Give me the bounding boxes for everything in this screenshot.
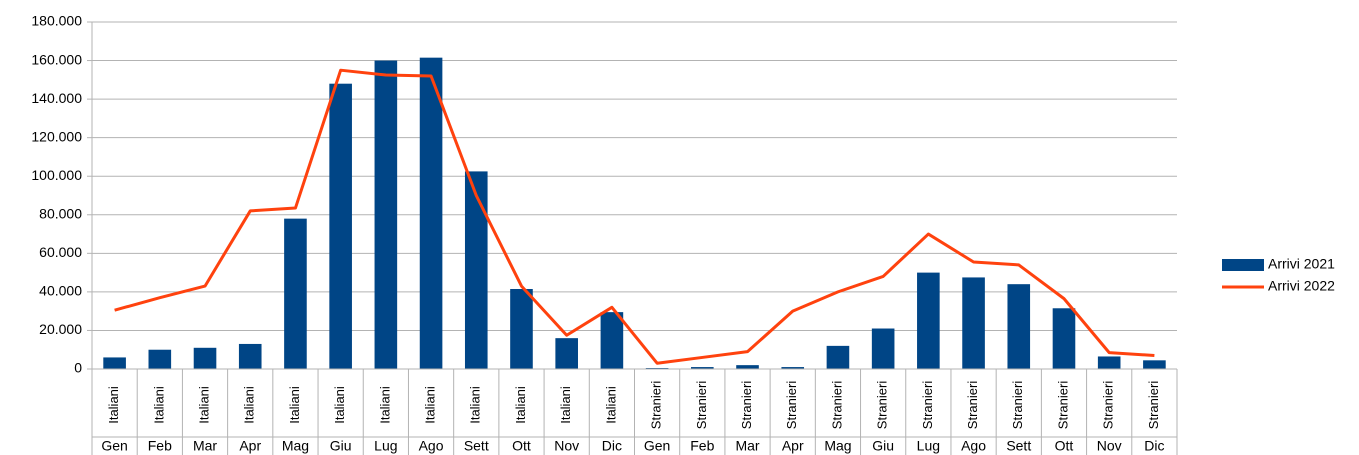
group-label: Italiani [151,386,166,424]
legend-swatch [1222,259,1264,271]
x-tick-label: Dic [1144,438,1164,454]
legend-label: Arrivi 2021 [1268,256,1335,272]
line [114,68,1155,365]
x-tick-label: Sett [464,438,489,454]
group-label: Italiani [196,386,211,424]
bar [736,365,759,369]
x-tick-label: Ago [419,438,444,454]
group-label: Stranieri [1101,381,1116,430]
x-tick-label: Ott [1055,438,1074,454]
x-tick-label: Mar [193,438,217,454]
bar [691,367,714,369]
y-tick-label: 180.000 [31,13,82,29]
x-tick-label: Giu [872,438,894,454]
y-tick-label: 140.000 [31,90,82,106]
group-label: Stranieri [784,381,799,430]
bar [329,83,352,369]
x-tick-label: Feb [148,438,172,454]
bar [193,347,217,369]
x-tick-label: Nov [554,438,579,454]
x-tick-label: Ott [512,438,531,454]
bar [781,367,805,369]
x-tick-label: Lug [374,438,397,454]
bar [238,343,262,369]
group-label: Stranieri [1010,381,1025,430]
bar [1052,308,1076,369]
group-label: Stranieri [694,381,709,430]
x-tick-label: Mag [824,438,851,454]
bar [148,349,172,369]
group-label: Italiani [513,386,528,424]
group-label: Stranieri [875,381,890,430]
y-tick-label: 100.000 [31,167,82,183]
y-tick-label: 0 [74,360,82,376]
x-tick-label: Mar [735,438,759,454]
legend-label: Arrivi 2022 [1268,278,1335,294]
x-tick-label: Sett [1006,438,1031,454]
group-label: Italiani [468,386,483,424]
y-tick-label: 160.000 [31,51,82,67]
bar [555,338,578,369]
group-label: Italiani [332,386,347,424]
bar [917,272,940,369]
x-tick-label: Apr [782,438,804,454]
bar [103,357,126,369]
x-tick-label: Gen [101,438,127,454]
x-tick-label: Ago [961,438,986,454]
group-label: Stranieri [965,381,980,430]
y-tick-label: 40.000 [39,283,82,299]
x-tick-label: Feb [690,438,714,454]
x-tick-label: Nov [1097,438,1122,454]
x-tick-label: Giu [330,438,352,454]
bar [419,57,443,370]
x-tick-label: Lug [917,438,940,454]
bar [871,328,895,369]
group-label: Italiani [287,386,302,424]
bar [284,218,307,369]
bar [1007,284,1031,369]
group-label: Stranieri [920,381,935,430]
group-label: Stranieri [649,381,664,430]
x-tick-label: Gen [644,438,670,454]
bar [374,60,398,370]
group-label: Italiani [603,386,618,424]
group-label: Stranieri [1055,381,1070,430]
y-tick-label: 120.000 [31,128,82,144]
y-tick-label: 20.000 [39,321,82,337]
bar [1143,360,1166,369]
bar [510,288,533,369]
y-tick-label: 60.000 [39,244,82,260]
group-label: Italiani [423,386,438,424]
group-label: Italiani [242,386,257,424]
y-tick-label: 80.000 [39,205,82,221]
bar [826,345,850,369]
group-label: Stranieri [739,381,754,430]
group-label: Italiani [558,386,573,424]
bar [962,277,985,369]
group-label: Italiani [106,386,121,424]
group-label: Italiani [377,386,392,424]
group-label: Stranieri [1146,381,1161,430]
bar [1097,356,1121,369]
x-tick-label: Mag [282,438,309,454]
bar [600,312,624,369]
bar [464,171,488,369]
x-tick-label: Apr [239,438,261,454]
group-label: Stranieri [829,381,844,430]
x-tick-label: Dic [602,438,622,454]
